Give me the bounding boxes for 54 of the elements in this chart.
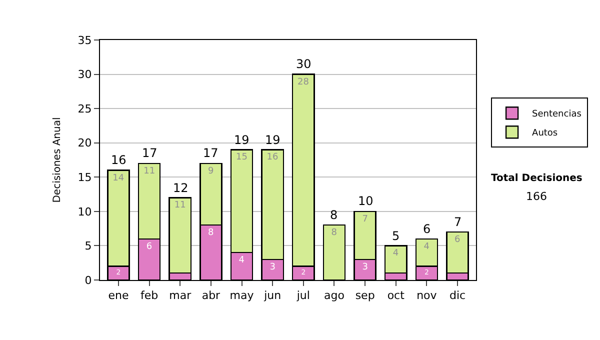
y-tick-label: 30 bbox=[78, 68, 92, 82]
y-axis-title: Decisiones Anual bbox=[52, 117, 63, 203]
x-tick-label: mar bbox=[169, 289, 192, 302]
data-label: 9 bbox=[208, 166, 214, 176]
legend-label: Sentencias bbox=[532, 110, 582, 120]
x-tick-label: abr bbox=[202, 289, 221, 302]
data-label: 28 bbox=[298, 77, 310, 88]
x-tick-label: oct bbox=[387, 289, 406, 302]
data-label: 8 bbox=[208, 228, 214, 238]
y-tick-label: 10 bbox=[78, 205, 92, 218]
data-label: 14 bbox=[112, 173, 124, 184]
y-tick-label: 25 bbox=[78, 102, 92, 116]
x-tick-label: nov bbox=[416, 289, 438, 302]
total-label: 17 bbox=[142, 146, 158, 160]
y-tick-label: 20 bbox=[78, 136, 92, 150]
x-tick-label: dic bbox=[449, 289, 466, 302]
data-label: 11 bbox=[144, 166, 156, 176]
total-label: 19 bbox=[234, 133, 250, 147]
total-label: 7 bbox=[454, 215, 462, 229]
data-label: 3 bbox=[270, 262, 276, 272]
x-tick-label: jul bbox=[296, 289, 310, 302]
total-label: 16 bbox=[111, 153, 126, 167]
total-label: 5 bbox=[392, 229, 400, 243]
x-tick-label: ago bbox=[324, 289, 345, 302]
data-label: 3 bbox=[362, 262, 368, 272]
text: 166 bbox=[526, 190, 547, 203]
total-label: 6 bbox=[423, 222, 431, 236]
x-tick-label: sep bbox=[355, 289, 375, 302]
data-label: 6 bbox=[454, 235, 461, 245]
data-label: 4 bbox=[424, 242, 430, 252]
data-label: 16 bbox=[266, 152, 278, 163]
total-label: 8 bbox=[330, 208, 338, 222]
x-tick-label: jun bbox=[263, 289, 282, 302]
x-tick-label: feb bbox=[140, 289, 158, 302]
y-tick-label: 15 bbox=[78, 170, 92, 184]
total-label: 19 bbox=[265, 133, 280, 147]
y-tick-label: 0 bbox=[84, 274, 92, 287]
data-label: 4 bbox=[392, 248, 399, 259]
y-tick-label: 5 bbox=[84, 240, 92, 253]
x-tick-label: may bbox=[230, 289, 254, 302]
legend-label: Autos bbox=[532, 128, 558, 139]
data-label: 11 bbox=[174, 200, 186, 211]
data-label: 8 bbox=[331, 228, 338, 238]
total-label: 30 bbox=[296, 57, 312, 71]
data-label: 15 bbox=[236, 152, 248, 163]
total-label: 10 bbox=[358, 194, 374, 208]
total-label: 17 bbox=[203, 146, 218, 160]
x-tick-label: ene bbox=[108, 289, 129, 302]
data-label: 7 bbox=[362, 214, 368, 224]
y-tick-label: 35 bbox=[78, 34, 92, 47]
data-label: 4 bbox=[238, 256, 245, 266]
data-label: 6 bbox=[146, 242, 152, 252]
total-label: 12 bbox=[173, 181, 188, 195]
text: Total Decisiones bbox=[491, 173, 582, 184]
